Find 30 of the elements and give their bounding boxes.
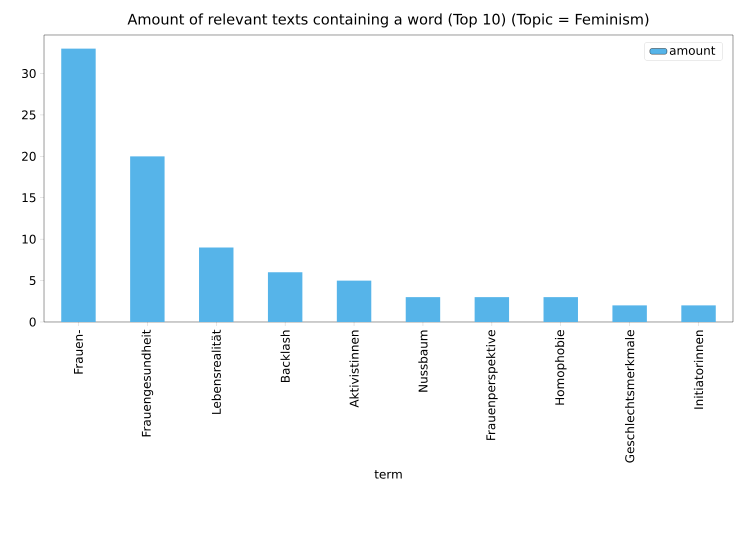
chart-title: Amount of relevant texts containing a word (Top 10) (Topic = Feminism) — [128, 13, 648, 28]
bar — [61, 48, 96, 322]
bar — [268, 272, 302, 322]
bar — [130, 156, 165, 322]
x-tick-label: Frauenperspektive — [486, 330, 498, 440]
x-tick-label: Geschlechtsmerkmale — [625, 330, 634, 463]
x-tick-label: Backlash — [280, 330, 290, 382]
bar — [612, 305, 647, 322]
bar — [406, 297, 440, 322]
bar — [199, 247, 234, 322]
x-tick-label: Nussbaum — [418, 330, 428, 392]
y-tick-label: 0 — [30, 317, 36, 327]
bar — [474, 297, 510, 322]
x-tick-label: Aktivistinnen — [349, 330, 359, 408]
x-axis-title: term — [374, 470, 402, 479]
y-tick-label: 25 — [22, 110, 36, 120]
y-tick-label: 20 — [22, 152, 36, 161]
bar — [681, 305, 716, 322]
bar — [336, 280, 372, 322]
x-tick-label: Homophobie — [554, 330, 567, 405]
y-tick-label: 15 — [22, 193, 36, 202]
x-tick-label: Lebensrealität — [212, 330, 221, 414]
y-tick-label: 30 — [22, 68, 36, 78]
legend-label: amount — [670, 46, 716, 55]
x-tick-label: Initiatorinnen — [694, 330, 704, 409]
x-tick-label: Frauengesundheit — [142, 330, 154, 436]
y-tick-label: 10 — [22, 234, 36, 244]
bar — [544, 297, 578, 322]
y-tick-label: 5 — [30, 276, 36, 286]
x-tick-label: Frauen- — [74, 330, 83, 374]
